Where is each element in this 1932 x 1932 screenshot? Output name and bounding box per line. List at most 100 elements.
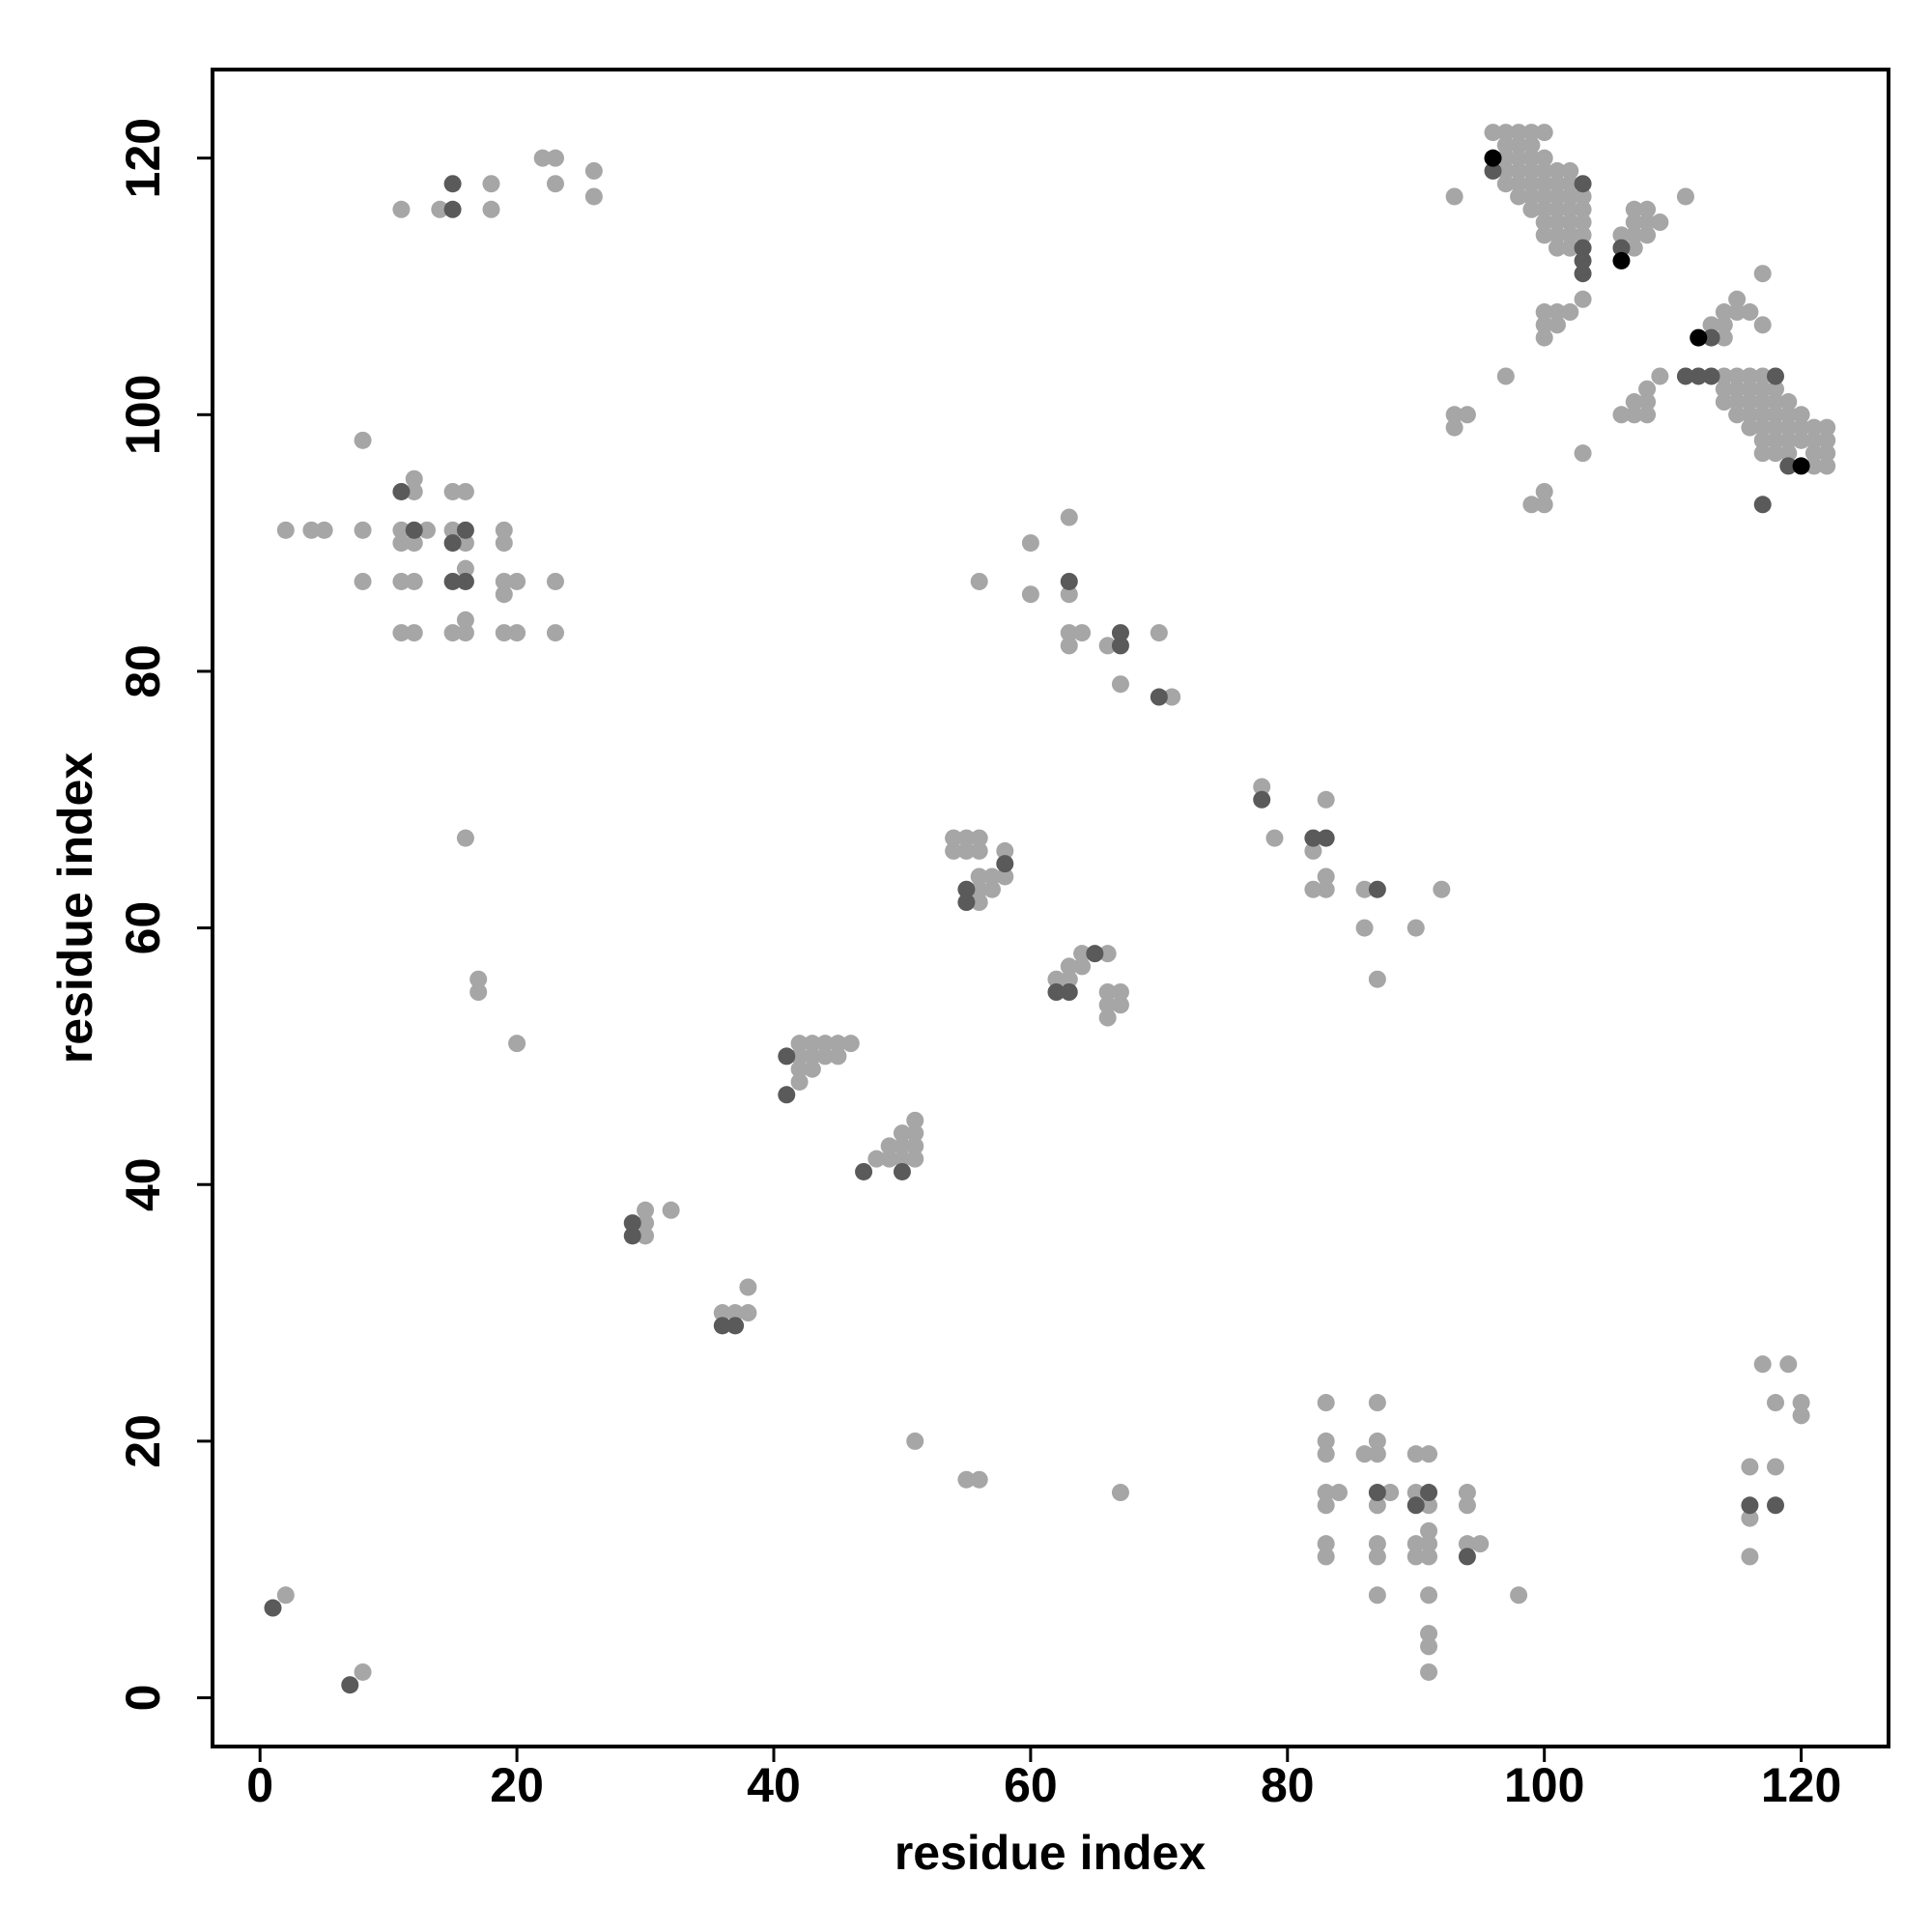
point — [456, 624, 474, 642]
point — [1741, 1496, 1759, 1515]
point — [1484, 124, 1502, 142]
point — [1510, 175, 1528, 193]
point — [482, 200, 500, 218]
point — [1561, 161, 1579, 180]
point — [1792, 1406, 1810, 1425]
point — [1535, 200, 1553, 218]
x-tick-label: 100 — [1504, 1758, 1584, 1812]
point — [1753, 431, 1772, 449]
point — [1522, 187, 1541, 206]
point — [1574, 290, 1592, 308]
point — [945, 841, 963, 860]
point — [546, 572, 564, 590]
point — [1021, 534, 1039, 553]
point — [1458, 406, 1476, 424]
point — [1741, 418, 1759, 437]
point — [1073, 957, 1092, 976]
y-tick-label: 40 — [116, 1157, 170, 1211]
point — [1317, 829, 1335, 847]
point — [1253, 778, 1271, 796]
point — [1317, 1445, 1335, 1463]
point — [790, 1047, 809, 1065]
point — [1535, 226, 1553, 244]
point — [1818, 418, 1836, 437]
point — [1458, 1535, 1476, 1553]
point — [1728, 393, 1747, 412]
point — [1767, 406, 1785, 424]
point — [893, 1137, 911, 1155]
point — [456, 611, 474, 629]
point — [1741, 1458, 1759, 1476]
point — [1741, 367, 1759, 385]
point — [637, 1227, 655, 1245]
point — [957, 1470, 976, 1489]
point — [1368, 1394, 1386, 1412]
point — [1638, 213, 1657, 232]
point — [1574, 213, 1592, 232]
point — [1111, 996, 1129, 1014]
point — [1818, 431, 1836, 449]
point — [1510, 149, 1528, 167]
point — [739, 1278, 757, 1296]
point — [1767, 431, 1785, 449]
point — [546, 624, 564, 642]
point — [1317, 1496, 1335, 1515]
point — [1767, 1496, 1785, 1515]
point — [1111, 982, 1129, 1001]
point — [726, 1317, 745, 1335]
point — [354, 572, 372, 590]
point — [1574, 251, 1592, 270]
point — [443, 200, 462, 218]
point — [1098, 637, 1117, 655]
point — [1779, 1355, 1798, 1374]
point — [970, 894, 988, 912]
point — [1561, 226, 1579, 244]
point — [1535, 187, 1553, 206]
point — [405, 521, 423, 539]
point — [508, 624, 526, 642]
point — [1060, 508, 1078, 526]
point — [1060, 982, 1078, 1001]
point — [533, 149, 552, 167]
point — [443, 572, 462, 590]
point — [1767, 1458, 1785, 1476]
point — [1625, 393, 1643, 412]
point — [829, 1047, 847, 1065]
point — [1792, 431, 1810, 449]
x-tick-label: 80 — [1261, 1758, 1315, 1812]
point — [1715, 380, 1733, 398]
x-axis-label: residue index — [895, 1826, 1207, 1880]
point — [1741, 393, 1759, 412]
point — [803, 1047, 821, 1065]
point — [1355, 1445, 1374, 1463]
point — [1715, 316, 1733, 334]
point — [1638, 393, 1657, 412]
point — [418, 521, 437, 539]
point — [1702, 328, 1720, 347]
point — [1510, 124, 1528, 142]
point — [456, 534, 474, 553]
point — [1574, 265, 1592, 283]
point — [1368, 1586, 1386, 1605]
point — [1098, 996, 1117, 1014]
point — [1510, 187, 1528, 206]
point — [1804, 444, 1823, 463]
point — [1753, 444, 1772, 463]
point — [867, 1150, 886, 1168]
point — [1420, 1484, 1438, 1502]
point — [829, 1035, 847, 1053]
point — [1368, 970, 1386, 988]
point — [1355, 880, 1374, 898]
point — [1060, 624, 1078, 642]
point — [1368, 1535, 1386, 1553]
point — [1561, 303, 1579, 322]
point — [957, 829, 976, 847]
point — [1496, 124, 1515, 142]
point — [1317, 1484, 1335, 1502]
point — [1535, 482, 1553, 500]
point — [1625, 239, 1643, 257]
point — [1535, 124, 1553, 142]
point — [584, 187, 603, 206]
point — [637, 1201, 655, 1219]
point — [1433, 880, 1451, 898]
